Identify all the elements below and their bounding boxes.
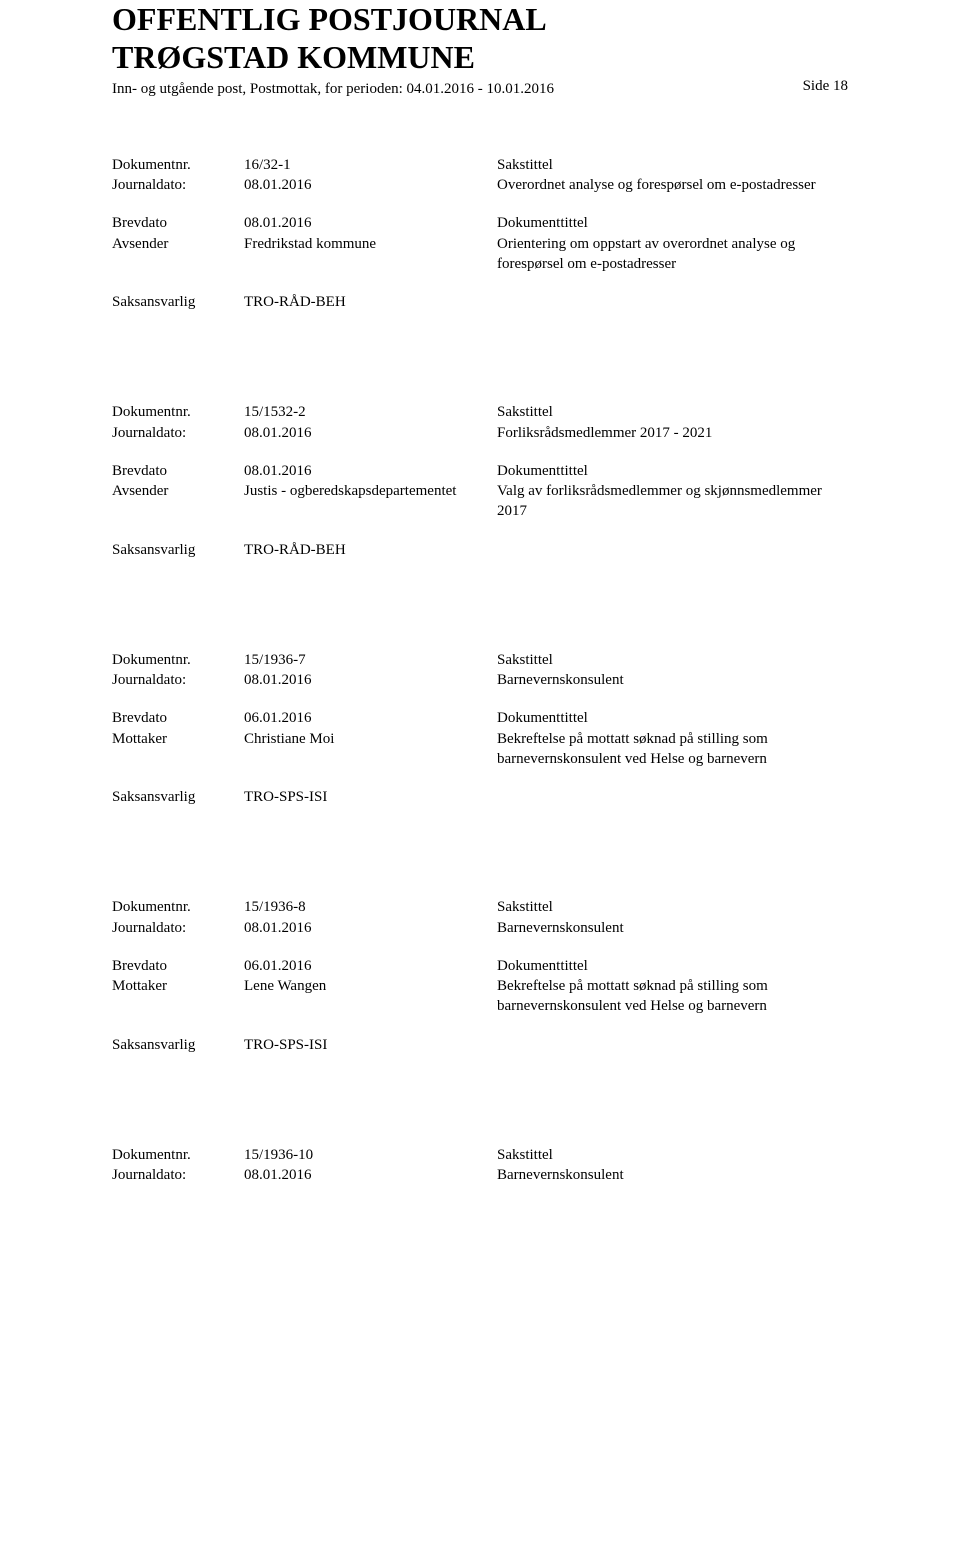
sakstittel-label: Sakstittel <box>497 1145 843 1165</box>
sakstittel-value: Barnevernskonsulent <box>497 918 843 938</box>
party-label: Avsender <box>112 234 244 254</box>
page-header: OFFENTLIG POSTJOURNAL TRØGSTAD KOMMUNE I… <box>112 0 848 95</box>
sakstittel-label: Sakstittel <box>497 402 843 422</box>
party-value: Christiane Moi <box>244 729 497 749</box>
saksansvarlig-value: TRO-RÅD-BEH <box>244 292 497 312</box>
dokumentnr-value: 15/1936-8 <box>244 897 497 917</box>
journaldato-label: Journaldato: <box>112 1165 244 1185</box>
dokumentnr-value: 16/32-1 <box>244 155 497 175</box>
brevdato-label: Brevdato <box>112 708 244 728</box>
journaldato-label: Journaldato: <box>112 918 244 938</box>
journal-entry: Dokumentnr. 15/1936-10 Sakstittel Journa… <box>112 1145 848 1186</box>
party-label: Mottaker <box>112 976 244 996</box>
brevdato-value: 06.01.2016 <box>244 708 497 728</box>
brevdato-value: 08.01.2016 <box>244 213 497 233</box>
sakstittel-label: Sakstittel <box>497 897 843 917</box>
party-label: Mottaker <box>112 729 244 749</box>
journaldato-value: 08.01.2016 <box>244 670 497 690</box>
dokumentnr-value: 15/1936-7 <box>244 650 497 670</box>
saksansvarlig-label: Saksansvarlig <box>112 787 244 807</box>
dokumentnr-label: Dokumentnr. <box>112 1145 244 1165</box>
sakstittel-value: Forliksrådsmedlemmer 2017 - 2021 <box>497 423 843 443</box>
saksansvarlig-value: TRO-SPS-ISI <box>244 1035 497 1055</box>
saksansvarlig-value: TRO-RÅD-BEH <box>244 540 497 560</box>
dokumentnr-label: Dokumentnr. <box>112 650 244 670</box>
brevdato-value: 06.01.2016 <box>244 956 497 976</box>
saksansvarlig-value: TRO-SPS-ISI <box>244 787 497 807</box>
dokumenttittel-label: Dokumenttittel <box>497 213 843 233</box>
party-value: Fredrikstad kommune <box>244 234 497 254</box>
dokumentnr-label: Dokumentnr. <box>112 402 244 422</box>
sakstittel-value: Barnevernskonsulent <box>497 670 843 690</box>
brevdato-label: Brevdato <box>112 956 244 976</box>
journaldato-value: 08.01.2016 <box>244 175 497 195</box>
main-title: OFFENTLIG POSTJOURNAL <box>112 0 848 38</box>
journaldato-label: Journaldato: <box>112 175 244 195</box>
party-value: Lene Wangen <box>244 976 497 996</box>
party-label: Avsender <box>112 481 244 501</box>
saksansvarlig-label: Saksansvarlig <box>112 1035 244 1055</box>
dokumenttittel-value: Bekreftelse på mottatt søknad på stillin… <box>497 976 843 1017</box>
dokumenttittel-value: Bekreftelse på mottatt søknad på stillin… <box>497 729 843 770</box>
journaldato-label: Journaldato: <box>112 423 244 443</box>
journaldato-value: 08.01.2016 <box>244 918 497 938</box>
journaldato-label: Journaldato: <box>112 670 244 690</box>
journal-entry: Dokumentnr. 16/32-1 Sakstittel Journalda… <box>112 155 848 313</box>
sakstittel-label: Sakstittel <box>497 650 843 670</box>
brevdato-label: Brevdato <box>112 213 244 233</box>
dokumenttittel-label: Dokumenttittel <box>497 461 843 481</box>
dokumentnr-label: Dokumentnr. <box>112 897 244 917</box>
dokumentnr-value: 15/1936-10 <box>244 1145 497 1165</box>
brevdato-value: 08.01.2016 <box>244 461 497 481</box>
journal-entry: Dokumentnr. 15/1532-2 Sakstittel Journal… <box>112 402 848 560</box>
dokumenttittel-label: Dokumenttittel <box>497 708 843 728</box>
sakstittel-value: Overordnet analyse og forespørsel om e-p… <box>497 175 843 195</box>
journal-entry: Dokumentnr. 15/1936-7 Sakstittel Journal… <box>112 650 848 808</box>
journal-entry: Dokumentnr. 15/1936-8 Sakstittel Journal… <box>112 897 848 1055</box>
dokumenttittel-value: Orientering om oppstart av overordnet an… <box>497 234 843 275</box>
brevdato-label: Brevdato <box>112 461 244 481</box>
dokumentnr-value: 15/1532-2 <box>244 402 497 422</box>
dokumenttittel-value: Valg av forliksrådsmedlemmer og skjønnsm… <box>497 481 843 522</box>
sub-title: TRØGSTAD KOMMUNE <box>112 38 848 76</box>
saksansvarlig-label: Saksansvarlig <box>112 292 244 312</box>
sakstittel-value: Barnevernskonsulent <box>497 1165 843 1185</box>
dokumentnr-label: Dokumentnr. <box>112 155 244 175</box>
dokumenttittel-label: Dokumenttittel <box>497 956 843 976</box>
journaldato-value: 08.01.2016 <box>244 423 497 443</box>
journaldato-value: 08.01.2016 <box>244 1165 497 1185</box>
party-value: Justis - ogberedskapsdepartementet <box>244 481 497 501</box>
saksansvarlig-label: Saksansvarlig <box>112 540 244 560</box>
sakstittel-label: Sakstittel <box>497 155 843 175</box>
